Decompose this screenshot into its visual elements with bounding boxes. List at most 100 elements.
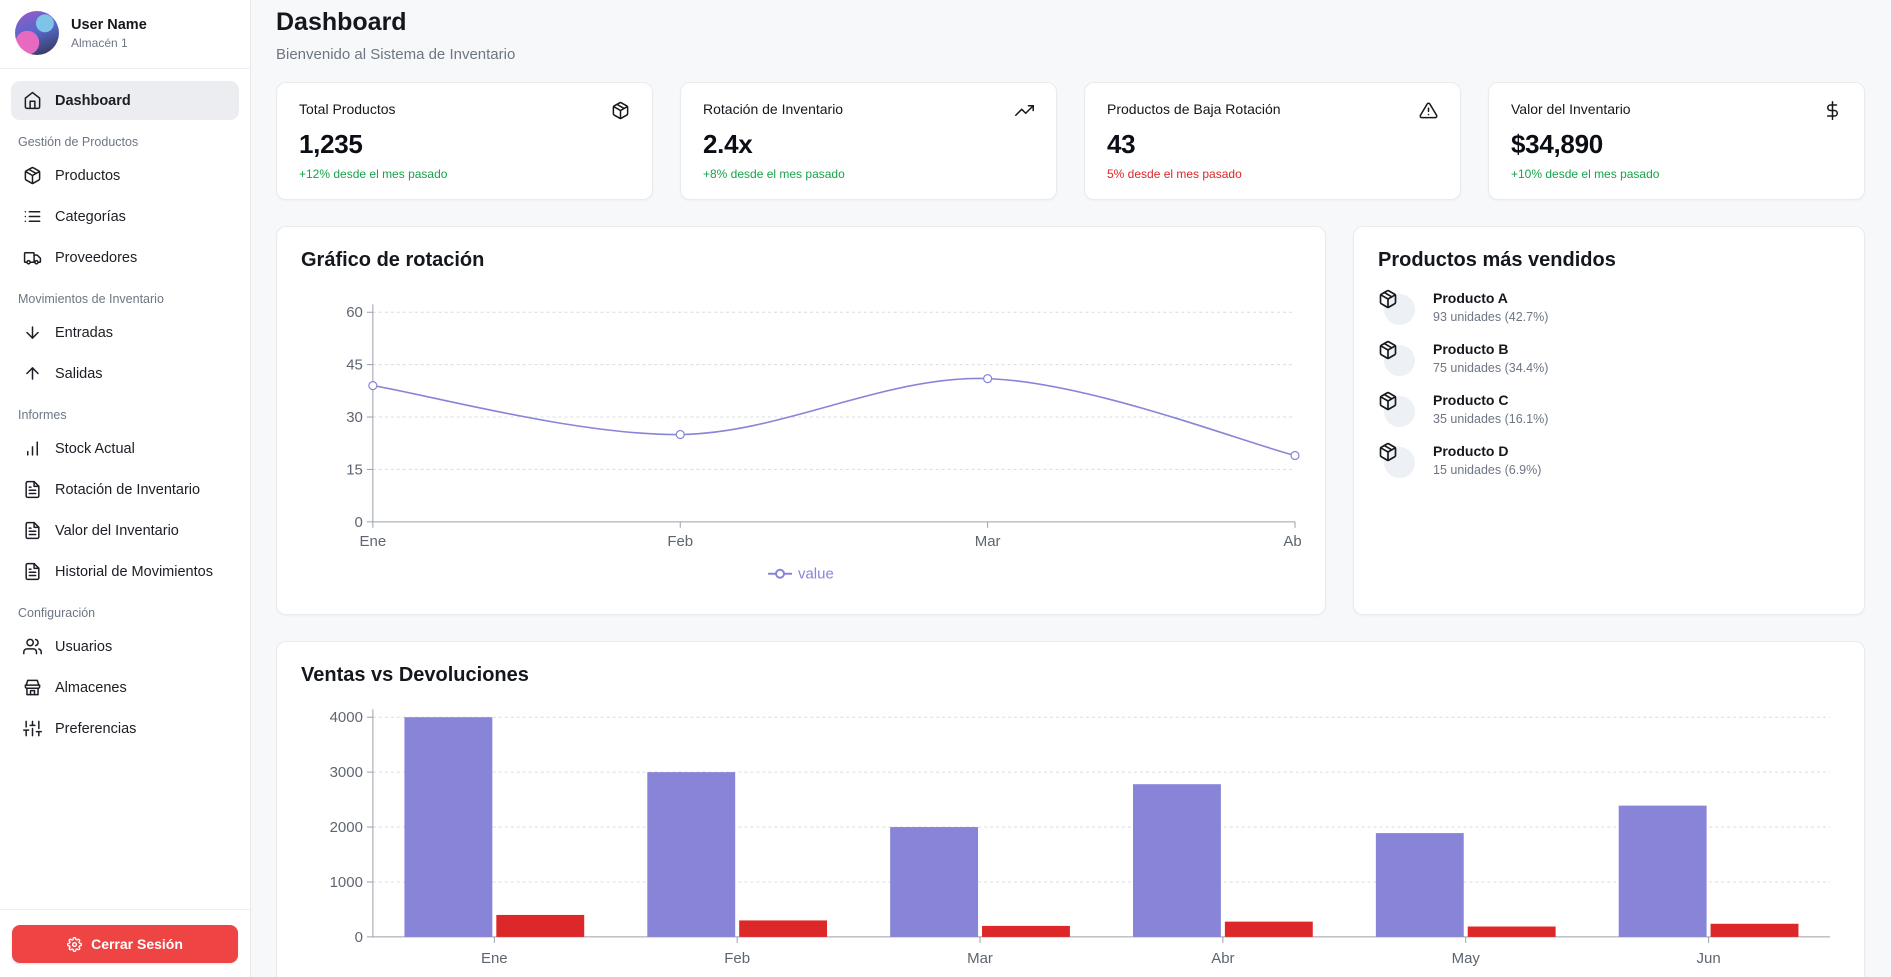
sidebar-section-label-informes: Informes — [18, 408, 232, 422]
bar-devoluciones-jun — [1711, 924, 1799, 937]
logout-button[interactable]: Cerrar Sesión — [12, 925, 238, 963]
gear-icon — [67, 937, 82, 952]
top-products-panel: Productos más vendidos Producto A 93 unid… — [1353, 226, 1865, 615]
bar-devoluciones-feb — [739, 920, 827, 936]
bar-ventas-mar — [890, 827, 978, 937]
svg-text:value: value — [798, 566, 834, 583]
package-icon — [1378, 340, 1398, 360]
sliders-icon — [23, 719, 42, 738]
sales-chart-title: Ventas vs Devoluciones — [301, 664, 1840, 687]
sales-bar-chart: 01000200030004000EneFebMarAbrMayJunVenta… — [301, 697, 1840, 977]
sidebar-item-label: Preferencias — [55, 721, 136, 737]
product-list-item: Producto C35 unidades (16.1%) — [1378, 390, 1840, 428]
package-icon — [1378, 289, 1398, 309]
alert-triangle-icon — [1419, 101, 1438, 120]
logout-section: Cerrar Sesión — [0, 909, 250, 977]
stat-label: Rotación de Inventario — [703, 101, 843, 117]
svg-text:Jun: Jun — [1697, 950, 1721, 967]
trending-up-icon — [1015, 101, 1034, 120]
top-products-list: Producto A 93 unidades (42.7%) Producto B7… — [1378, 288, 1840, 479]
top-products-title: Productos más vendidos — [1378, 249, 1840, 272]
stat-delta: 5% desde el mes pasado — [1107, 167, 1438, 181]
svg-text:3000: 3000 — [330, 764, 363, 781]
stat-card-total-productos: Total Productos1,235+12% desde el mes pa… — [276, 82, 653, 200]
svg-text:May: May — [1452, 950, 1481, 967]
rotation-chart-title: Gráfico de rotación — [301, 249, 1301, 272]
package-icon — [1378, 391, 1398, 411]
stat-value: 2.4x — [703, 129, 1034, 160]
sidebar-item-stock-actual[interactable]: Stock Actual — [11, 429, 239, 468]
sidebar-item-label: Dashboard — [55, 93, 131, 109]
product-detail: 93 unidades (42.7%) — [1433, 310, 1548, 324]
stat-value: 43 — [1107, 129, 1438, 160]
product-list-item: Producto B75 unidades (34.4%) — [1378, 339, 1840, 377]
package-icon — [23, 166, 42, 185]
bar-devoluciones-mar — [982, 926, 1070, 937]
stat-label: Valor del Inventario — [1511, 101, 1631, 117]
sidebar-item-label: Categorías — [55, 209, 126, 225]
product-detail: 75 unidades (34.4%) — [1433, 361, 1548, 375]
sidebar-item-rotacion-de-inventario[interactable]: Rotación de Inventario — [11, 470, 239, 509]
home-icon — [23, 91, 42, 110]
product-name: Producto A — [1433, 288, 1548, 306]
bar-chart-icon — [23, 439, 42, 458]
dollar-icon — [1823, 101, 1842, 120]
rotation-line-chart: 015304560EneFebMarAbrvalue — [301, 282, 1301, 592]
sidebar-item-productos[interactable]: Productos — [11, 156, 239, 195]
product-list-item: Producto D15 unidades (6.9%) — [1378, 441, 1840, 479]
stat-label: Productos de Baja Rotación — [1107, 101, 1281, 117]
users-icon — [23, 637, 42, 656]
bar-ventas-feb — [647, 772, 735, 937]
main-content: Dashboard Bienvenido al Sistema de Inven… — [251, 0, 1891, 977]
bar-devoluciones-may — [1468, 927, 1556, 937]
sidebar-item-valor-del-inventario[interactable]: Valor del Inventario — [11, 511, 239, 550]
svg-text:Ene: Ene — [481, 950, 508, 967]
rotation-chart-panel: Gráfico de rotación 015304560EneFebMarAb… — [276, 226, 1326, 615]
svg-text:1000: 1000 — [330, 874, 363, 891]
bar-devoluciones-abr — [1225, 922, 1313, 937]
product-list-item: Producto A 93 unidades (42.7%) — [1378, 288, 1840, 326]
stat-value: 1,235 — [299, 129, 630, 160]
package-icon — [1378, 442, 1398, 462]
list-icon — [23, 207, 42, 226]
sidebar-item-salidas[interactable]: Salidas — [11, 354, 239, 393]
truck-icon — [23, 248, 42, 267]
stat-delta: +8% desde el mes pasado — [703, 167, 1034, 181]
sidebar-item-label: Historial de Movimientos — [55, 564, 213, 580]
product-badge — [1378, 390, 1416, 428]
arrow-down-icon — [23, 323, 42, 342]
product-detail: 35 unidades (16.1%) — [1433, 412, 1548, 426]
bar-ventas-abr — [1133, 784, 1221, 937]
sidebar-item-label: Almacenes — [55, 680, 127, 696]
sidebar-item-label: Usuarios — [55, 639, 112, 655]
stat-delta: +10% desde el mes pasado — [1511, 167, 1842, 181]
sales-chart-panel: Ventas vs Devoluciones 01000200030004000… — [276, 641, 1865, 977]
svg-text:4000: 4000 — [330, 709, 363, 726]
avatar — [15, 11, 59, 55]
file-text-icon — [23, 480, 42, 499]
sidebar-item-historial-de-movimientos[interactable]: Historial de Movimientos — [11, 552, 239, 591]
stat-value: $34,890 — [1511, 129, 1842, 160]
sidebar-section-label-movimientos-de-inventario: Movimientos de Inventario — [18, 292, 232, 306]
stat-card-valor-del-inventario: Valor del Inventario $34,890 +10% desde el… — [1488, 82, 1865, 200]
svg-text:Mar: Mar — [975, 533, 1001, 550]
file-text-icon — [23, 562, 42, 581]
sidebar-item-proveedores[interactable]: Proveedores — [11, 238, 239, 277]
svg-text:Mar: Mar — [967, 950, 993, 967]
sidebar-item-label: Salidas — [55, 366, 103, 382]
sidebar-item-usuarios[interactable]: Usuarios — [11, 627, 239, 666]
svg-text:Feb: Feb — [667, 533, 693, 550]
stats-row: Total Productos1,235+12% desde el mes pa… — [276, 82, 1865, 200]
sidebar-item-preferencias[interactable]: Preferencias — [11, 709, 239, 748]
sidebar-item-label: Productos — [55, 168, 120, 184]
sidebar-item-entradas[interactable]: Entradas — [11, 313, 239, 352]
bar-ventas-may — [1376, 833, 1464, 937]
user-warehouse: Almacén 1 — [71, 36, 147, 50]
product-badge — [1378, 441, 1416, 479]
sidebar-item-categorias[interactable]: Categorías — [11, 197, 239, 236]
product-badge — [1378, 288, 1416, 326]
sidebar-item-almacenes[interactable]: Almacenes — [11, 668, 239, 707]
svg-text:2000: 2000 — [330, 819, 363, 836]
sidebar-item-dashboard[interactable]: Dashboard — [11, 81, 239, 120]
stat-card-rotacion-de-inventario: Rotación de Inventario 2.4x +8% desde el m… — [680, 82, 1057, 200]
